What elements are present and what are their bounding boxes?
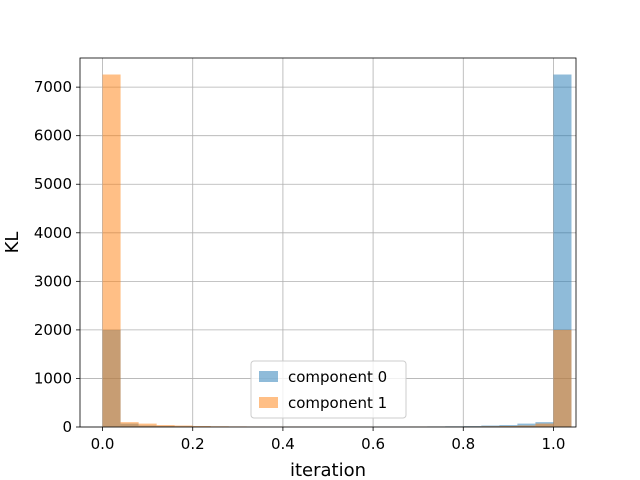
bar-series-1 — [499, 426, 518, 427]
y-axis-label: KL — [2, 232, 23, 254]
bar-series-1 — [192, 426, 211, 427]
bar-series-1 — [102, 74, 121, 427]
bar-series-1 — [174, 425, 193, 427]
legend-swatch — [259, 397, 278, 408]
x-tick-label: 0.0 — [91, 435, 115, 453]
y-tick-label: 4000 — [34, 224, 72, 242]
bar-series-1 — [553, 329, 572, 427]
legend-box — [250, 360, 407, 419]
bar-series-1 — [156, 425, 175, 427]
legend: component 0 component 1 — [250, 360, 407, 419]
y-tick-label: 6000 — [34, 127, 72, 145]
x-axis: 0.0 0.2 0.4 0.6 0.8 1.0 — [91, 427, 566, 453]
x-tick-label: 1.0 — [542, 435, 566, 453]
y-tick-label: 2000 — [34, 321, 72, 339]
x-tick-label: 0.4 — [271, 435, 295, 453]
plot-frame — [79, 57, 577, 428]
y-tick-label: 7000 — [34, 78, 72, 96]
bar-series-0 — [517, 423, 536, 427]
y-axis: 0 1000 2000 3000 4000 5000 6000 7000 — [34, 78, 80, 436]
bar-series-1 — [138, 423, 157, 427]
y-tick-label: 1000 — [34, 369, 72, 387]
legend-label: component 0 — [288, 368, 387, 386]
y-tick-label: 3000 — [34, 272, 72, 290]
x-tick-label: 0.6 — [361, 435, 385, 453]
y-tick-label: 0 — [62, 418, 72, 436]
legend-swatch — [259, 371, 278, 382]
x-axis-label: iteration — [290, 460, 366, 480]
bar-series-1 — [517, 425, 536, 427]
bars — [102, 74, 572, 427]
x-tick-label: 0.8 — [451, 435, 475, 453]
x-tick-label: 0.2 — [181, 435, 205, 453]
legend-label: component 1 — [288, 394, 387, 412]
bar-series-0 — [499, 425, 518, 427]
bar-series-1 — [535, 423, 554, 427]
bar-series-1 — [120, 422, 139, 427]
y-tick-label: 5000 — [34, 175, 72, 193]
